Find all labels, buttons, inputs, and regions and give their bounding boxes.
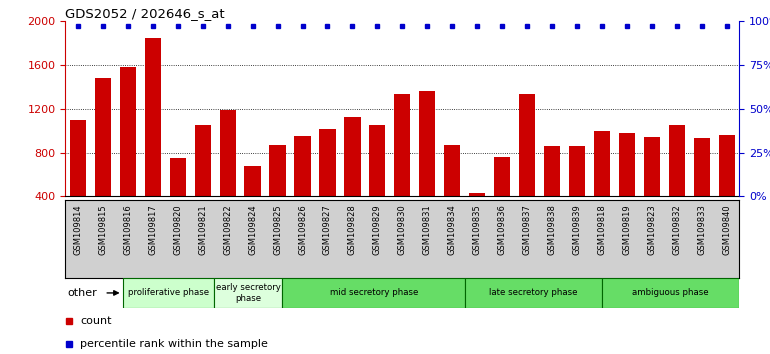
Bar [370,125,386,240]
Bar [519,93,535,240]
Text: proliferative phase: proliferative phase [128,289,209,297]
Bar [394,93,410,240]
Text: GSM109820: GSM109820 [173,204,182,255]
Text: GSM109826: GSM109826 [298,204,307,255]
Text: GSM109819: GSM109819 [622,204,631,255]
Bar [95,78,111,240]
Bar [469,193,485,240]
Bar [619,133,635,240]
Bar [594,131,610,240]
Text: GSM109832: GSM109832 [672,204,681,255]
Text: GSM109814: GSM109814 [73,204,82,255]
Text: early secretory
phase: early secretory phase [216,283,280,303]
Bar [294,136,310,240]
Text: GSM109838: GSM109838 [547,204,557,255]
Bar [344,116,360,240]
Text: GSM109828: GSM109828 [348,204,357,255]
Text: GSM109827: GSM109827 [323,204,332,255]
Bar [444,145,460,240]
Bar [169,158,186,240]
Text: GSM109821: GSM109821 [198,204,207,255]
Text: GDS2052 / 202646_s_at: GDS2052 / 202646_s_at [65,7,225,20]
Bar [195,125,211,240]
Bar [544,146,560,240]
Text: GSM109836: GSM109836 [497,204,507,255]
Text: other: other [68,288,98,298]
Text: percentile rank within the sample: percentile rank within the sample [80,339,268,349]
Text: GSM109829: GSM109829 [373,204,382,255]
Text: GSM109835: GSM109835 [473,204,482,255]
Text: GSM109816: GSM109816 [123,204,132,255]
Bar [214,278,283,308]
Bar [465,278,602,308]
Bar [245,166,261,240]
Bar [694,138,710,240]
Text: GSM109824: GSM109824 [248,204,257,255]
Text: GSM109833: GSM109833 [698,204,706,255]
Text: GSM109815: GSM109815 [99,204,107,255]
Bar [219,110,236,240]
Text: GSM109818: GSM109818 [598,204,607,255]
Text: GSM109834: GSM109834 [447,204,457,255]
Bar [320,129,336,240]
Text: mid secretory phase: mid secretory phase [330,289,418,297]
Text: GSM109822: GSM109822 [223,204,232,255]
Text: ambiguous phase: ambiguous phase [632,289,709,297]
Text: GSM109830: GSM109830 [398,204,407,255]
Bar [419,91,435,240]
Bar [145,38,161,240]
Text: GSM109840: GSM109840 [722,204,732,255]
Text: count: count [80,316,112,326]
Bar [602,278,739,308]
Bar [718,135,735,240]
Bar [119,67,136,240]
Bar [70,120,86,240]
Text: GSM109831: GSM109831 [423,204,432,255]
Text: late secretory phase: late secretory phase [490,289,578,297]
Text: GSM109817: GSM109817 [149,204,157,255]
Text: GSM109823: GSM109823 [648,204,656,255]
Bar [668,125,685,240]
Bar [569,146,585,240]
Bar [644,137,660,240]
Text: GSM109839: GSM109839 [573,204,581,255]
Bar [494,157,511,240]
Bar [122,278,214,308]
Bar [270,145,286,240]
Text: GSM109837: GSM109837 [523,204,531,255]
Bar [283,278,465,308]
Text: GSM109825: GSM109825 [273,204,282,255]
